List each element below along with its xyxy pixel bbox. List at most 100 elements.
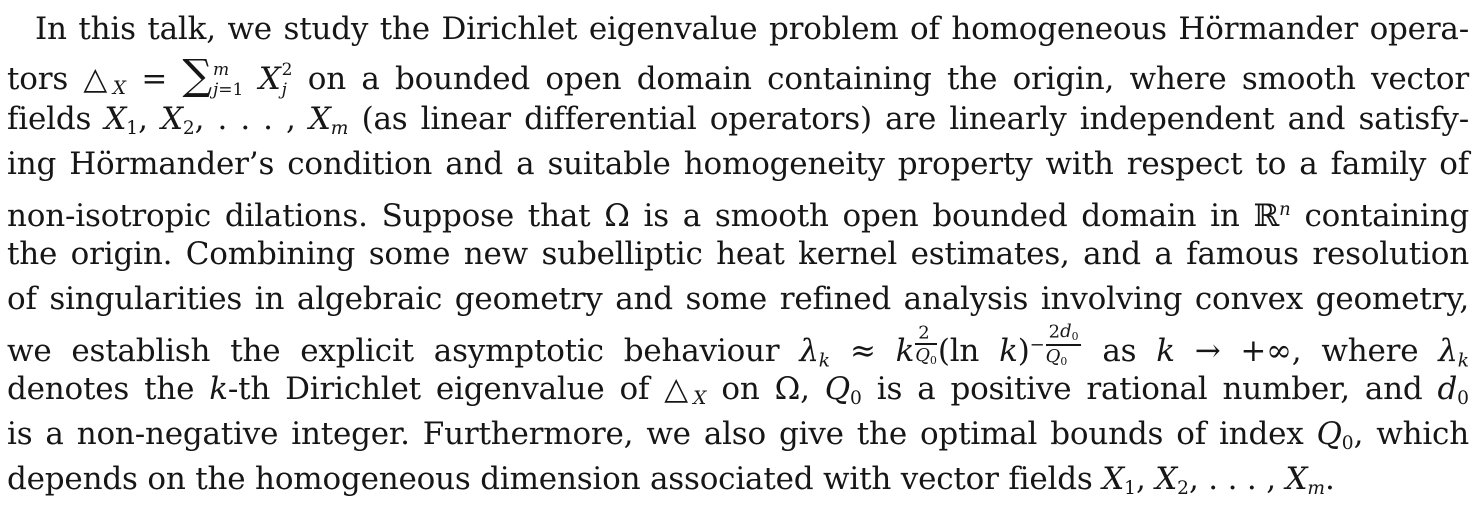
text-run: 2 <box>918 322 930 344</box>
text-line: is a non-negative integer. Furthermore, … <box>7 412 1469 457</box>
text-run: of singularities in algebraic geometry a… <box>7 281 1469 317</box>
math-italic: X <box>1102 461 1125 497</box>
text-run: tors <box>7 61 84 97</box>
text-run: is a non-negative integer. Furthermore, … <box>7 416 1317 452</box>
fraction-denominator: Q0 <box>1046 346 1082 368</box>
math-italic: Q <box>1316 416 1342 452</box>
subscript: 0 <box>1457 388 1469 409</box>
math-fraction: 2 Q0 <box>915 323 937 368</box>
text-run: △ <box>83 61 113 97</box>
text-run: 2 <box>1177 478 1189 500</box>
math-italic: X <box>258 61 281 97</box>
text-run: containing <box>1290 198 1469 235</box>
text-run: , <box>138 101 161 137</box>
subscript: 2 <box>183 118 195 139</box>
text-run: 1 <box>126 118 139 140</box>
math-italic: k <box>895 333 915 370</box>
text-run: In this talk, we study the Dirichlet eig… <box>35 11 1469 47</box>
text-run: 0 <box>1060 355 1068 369</box>
text-run: , <box>1135 461 1156 497</box>
subscript: m <box>331 118 349 139</box>
abstract-paragraph: In this talk, we study the Dirichlet eig… <box>7 7 1469 502</box>
sum-operator: ∑ <box>182 50 212 99</box>
text-run: 0 <box>1341 433 1354 455</box>
text-run: . <box>1325 461 1335 497</box>
text-run: ≈ <box>830 333 896 370</box>
math-italic: λ <box>799 333 819 370</box>
text-run: (ln <box>937 333 1000 370</box>
superscript: n <box>1279 199 1291 220</box>
text-run: 0 <box>849 388 862 410</box>
math-italic: Q <box>824 371 850 407</box>
math-italic: X <box>104 101 127 137</box>
text-line: denotes the k-th Dirichlet eigenvalue of… <box>7 367 1469 412</box>
superscript: −2d0 Q0 <box>1029 322 1083 368</box>
math-italic: m <box>1307 478 1326 500</box>
text-run: 0 <box>929 354 937 368</box>
text-run: (as linear differential operators) are l… <box>348 101 1470 137</box>
math-italic: X <box>1285 461 1308 497</box>
text-run: ℝ <box>1253 198 1280 235</box>
fraction-numerator: 2 <box>915 323 937 346</box>
text-line: In this talk, we study the Dirichlet eig… <box>7 7 1469 52</box>
text-line: ing Hörmander’s condition and a suitable… <box>7 142 1469 187</box>
text-run: 2 <box>281 60 293 81</box>
text-line: the origin. Combining some new subellipt… <box>7 232 1469 277</box>
superscript: 2 Q0 <box>914 323 938 367</box>
text-run: △ <box>664 371 694 407</box>
subscript: 2 <box>1177 478 1189 499</box>
text-run: fields <box>7 101 105 137</box>
fraction-numerator: 2d0 <box>1045 321 1082 346</box>
math-italic: Q <box>1045 346 1061 367</box>
stack-subscript: j=1 <box>212 79 244 100</box>
stack-superscript: 2 <box>282 61 293 80</box>
text-run: , . . . , <box>1188 461 1286 497</box>
math-fraction: 2d0 Q0 <box>1045 321 1082 368</box>
text-run: we establish the explicit asymptotic beh… <box>7 333 800 370</box>
text-line: non-isotropic dilations. Suppose that Ω … <box>7 187 1469 235</box>
subscript: 1 <box>1124 478 1136 499</box>
subscript: 1 <box>126 118 138 139</box>
text-run: is a positive rational number, and <box>861 371 1438 407</box>
subscript: X <box>693 388 706 409</box>
text-line: of singularities in algebraic geometry a… <box>7 277 1469 322</box>
subscript: 0 <box>1342 433 1354 454</box>
fraction-denominator: Q0 <box>915 345 937 367</box>
math-italic: X <box>112 78 126 100</box>
text-run: − <box>1029 334 1045 356</box>
text-run: on Ω, <box>706 371 825 407</box>
math-italic: d <box>1060 321 1072 343</box>
text-run: , . . . , <box>194 101 309 137</box>
subscript: 0 <box>1060 355 1067 368</box>
math-italic: m <box>212 60 230 81</box>
text-run: depends on the homogeneous dimension ass… <box>7 461 1103 497</box>
text-run: = <box>126 61 183 97</box>
subscript: k <box>819 350 830 371</box>
math-italic: X <box>693 388 707 410</box>
math-italic: k <box>209 371 228 407</box>
math-italic: j <box>212 79 219 100</box>
subscript: 0 <box>1072 330 1079 343</box>
subscript: 0 <box>930 354 937 367</box>
text-line: fields X1, X2, . . . , Xm (as linear dif… <box>7 97 1469 142</box>
subscript: 0 <box>850 388 862 409</box>
text-run: the origin. Combining some new subellipt… <box>7 236 1469 272</box>
text-run: as <box>1082 333 1157 370</box>
stack-superscript: m <box>213 61 229 80</box>
subscript: X <box>113 78 126 99</box>
math-italic: X <box>308 101 331 137</box>
math-italic: λ <box>1438 333 1458 370</box>
text-run: =1 <box>218 79 244 100</box>
text-run: 2 <box>182 118 195 140</box>
text-run: ing Hörmander’s condition and a suitable… <box>7 146 1469 182</box>
text-run <box>243 61 258 97</box>
math-italic: X <box>160 101 183 137</box>
math-italic: k <box>999 333 1018 370</box>
math-italic: X <box>1155 461 1178 497</box>
math-italic: d <box>1437 371 1458 407</box>
math-italic: n <box>1279 199 1291 220</box>
math-italic: j <box>281 79 287 100</box>
